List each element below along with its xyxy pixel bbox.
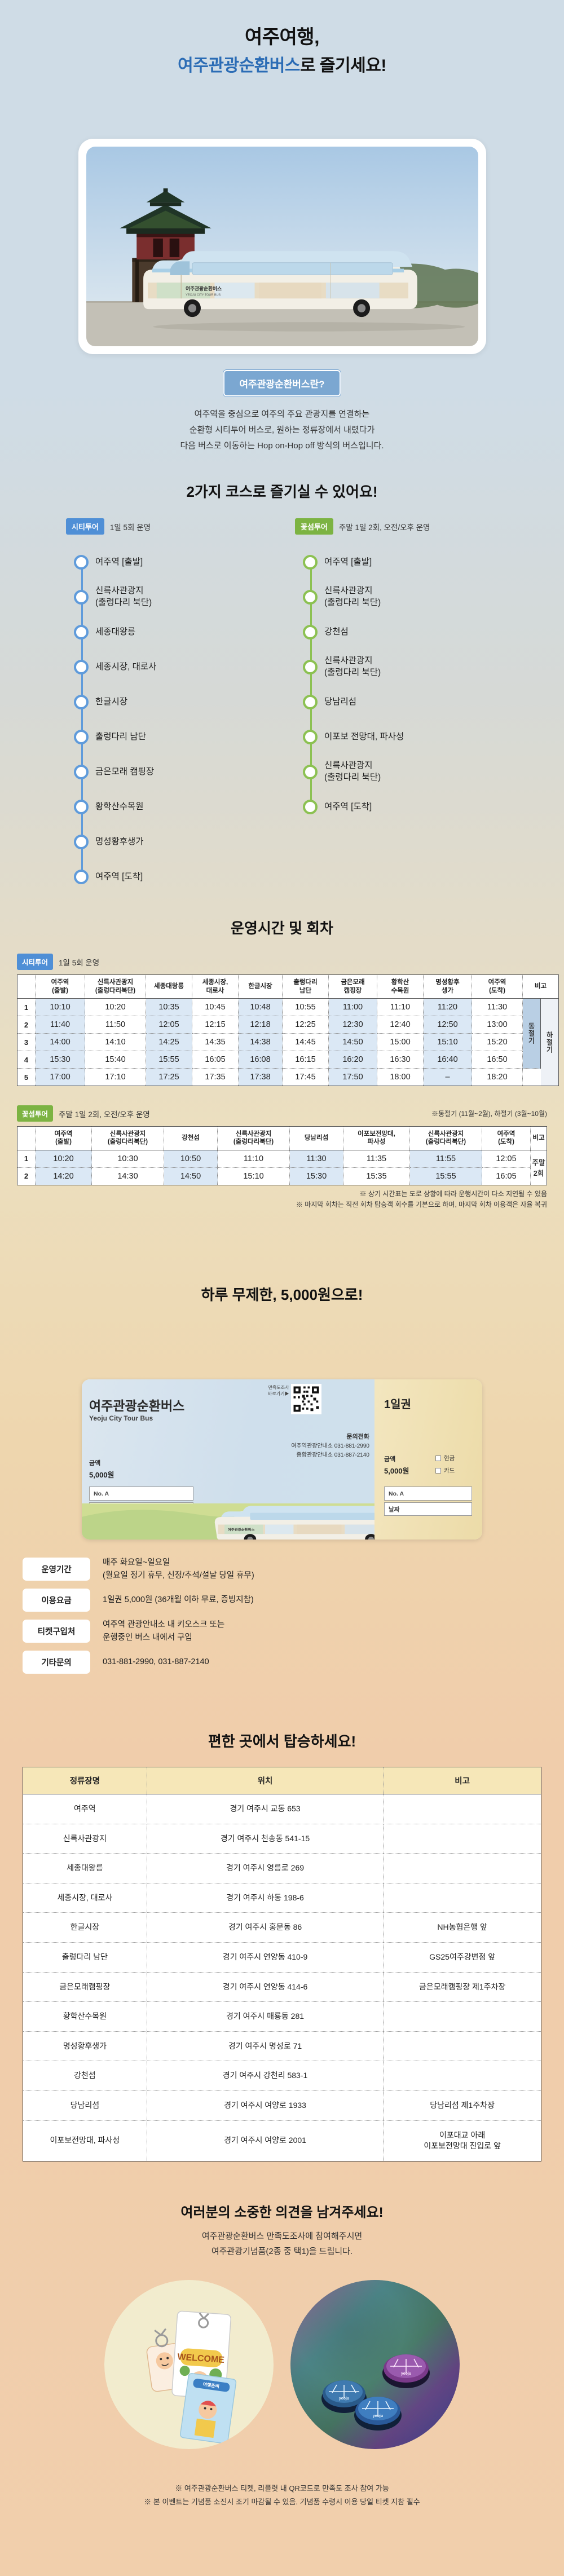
svg-text:yeoju: yeoju <box>339 2397 349 2401</box>
svg-text:yeoju: yeoju <box>401 2372 411 2376</box>
svg-text:여주관광순환버스: 여주관광순환버스 <box>186 285 222 292</box>
svg-text:YEOJU CITY TOUR BUS: YEOJU CITY TOUR BUS <box>186 293 221 297</box>
svg-text:yeoju: yeoju <box>373 2414 383 2418</box>
